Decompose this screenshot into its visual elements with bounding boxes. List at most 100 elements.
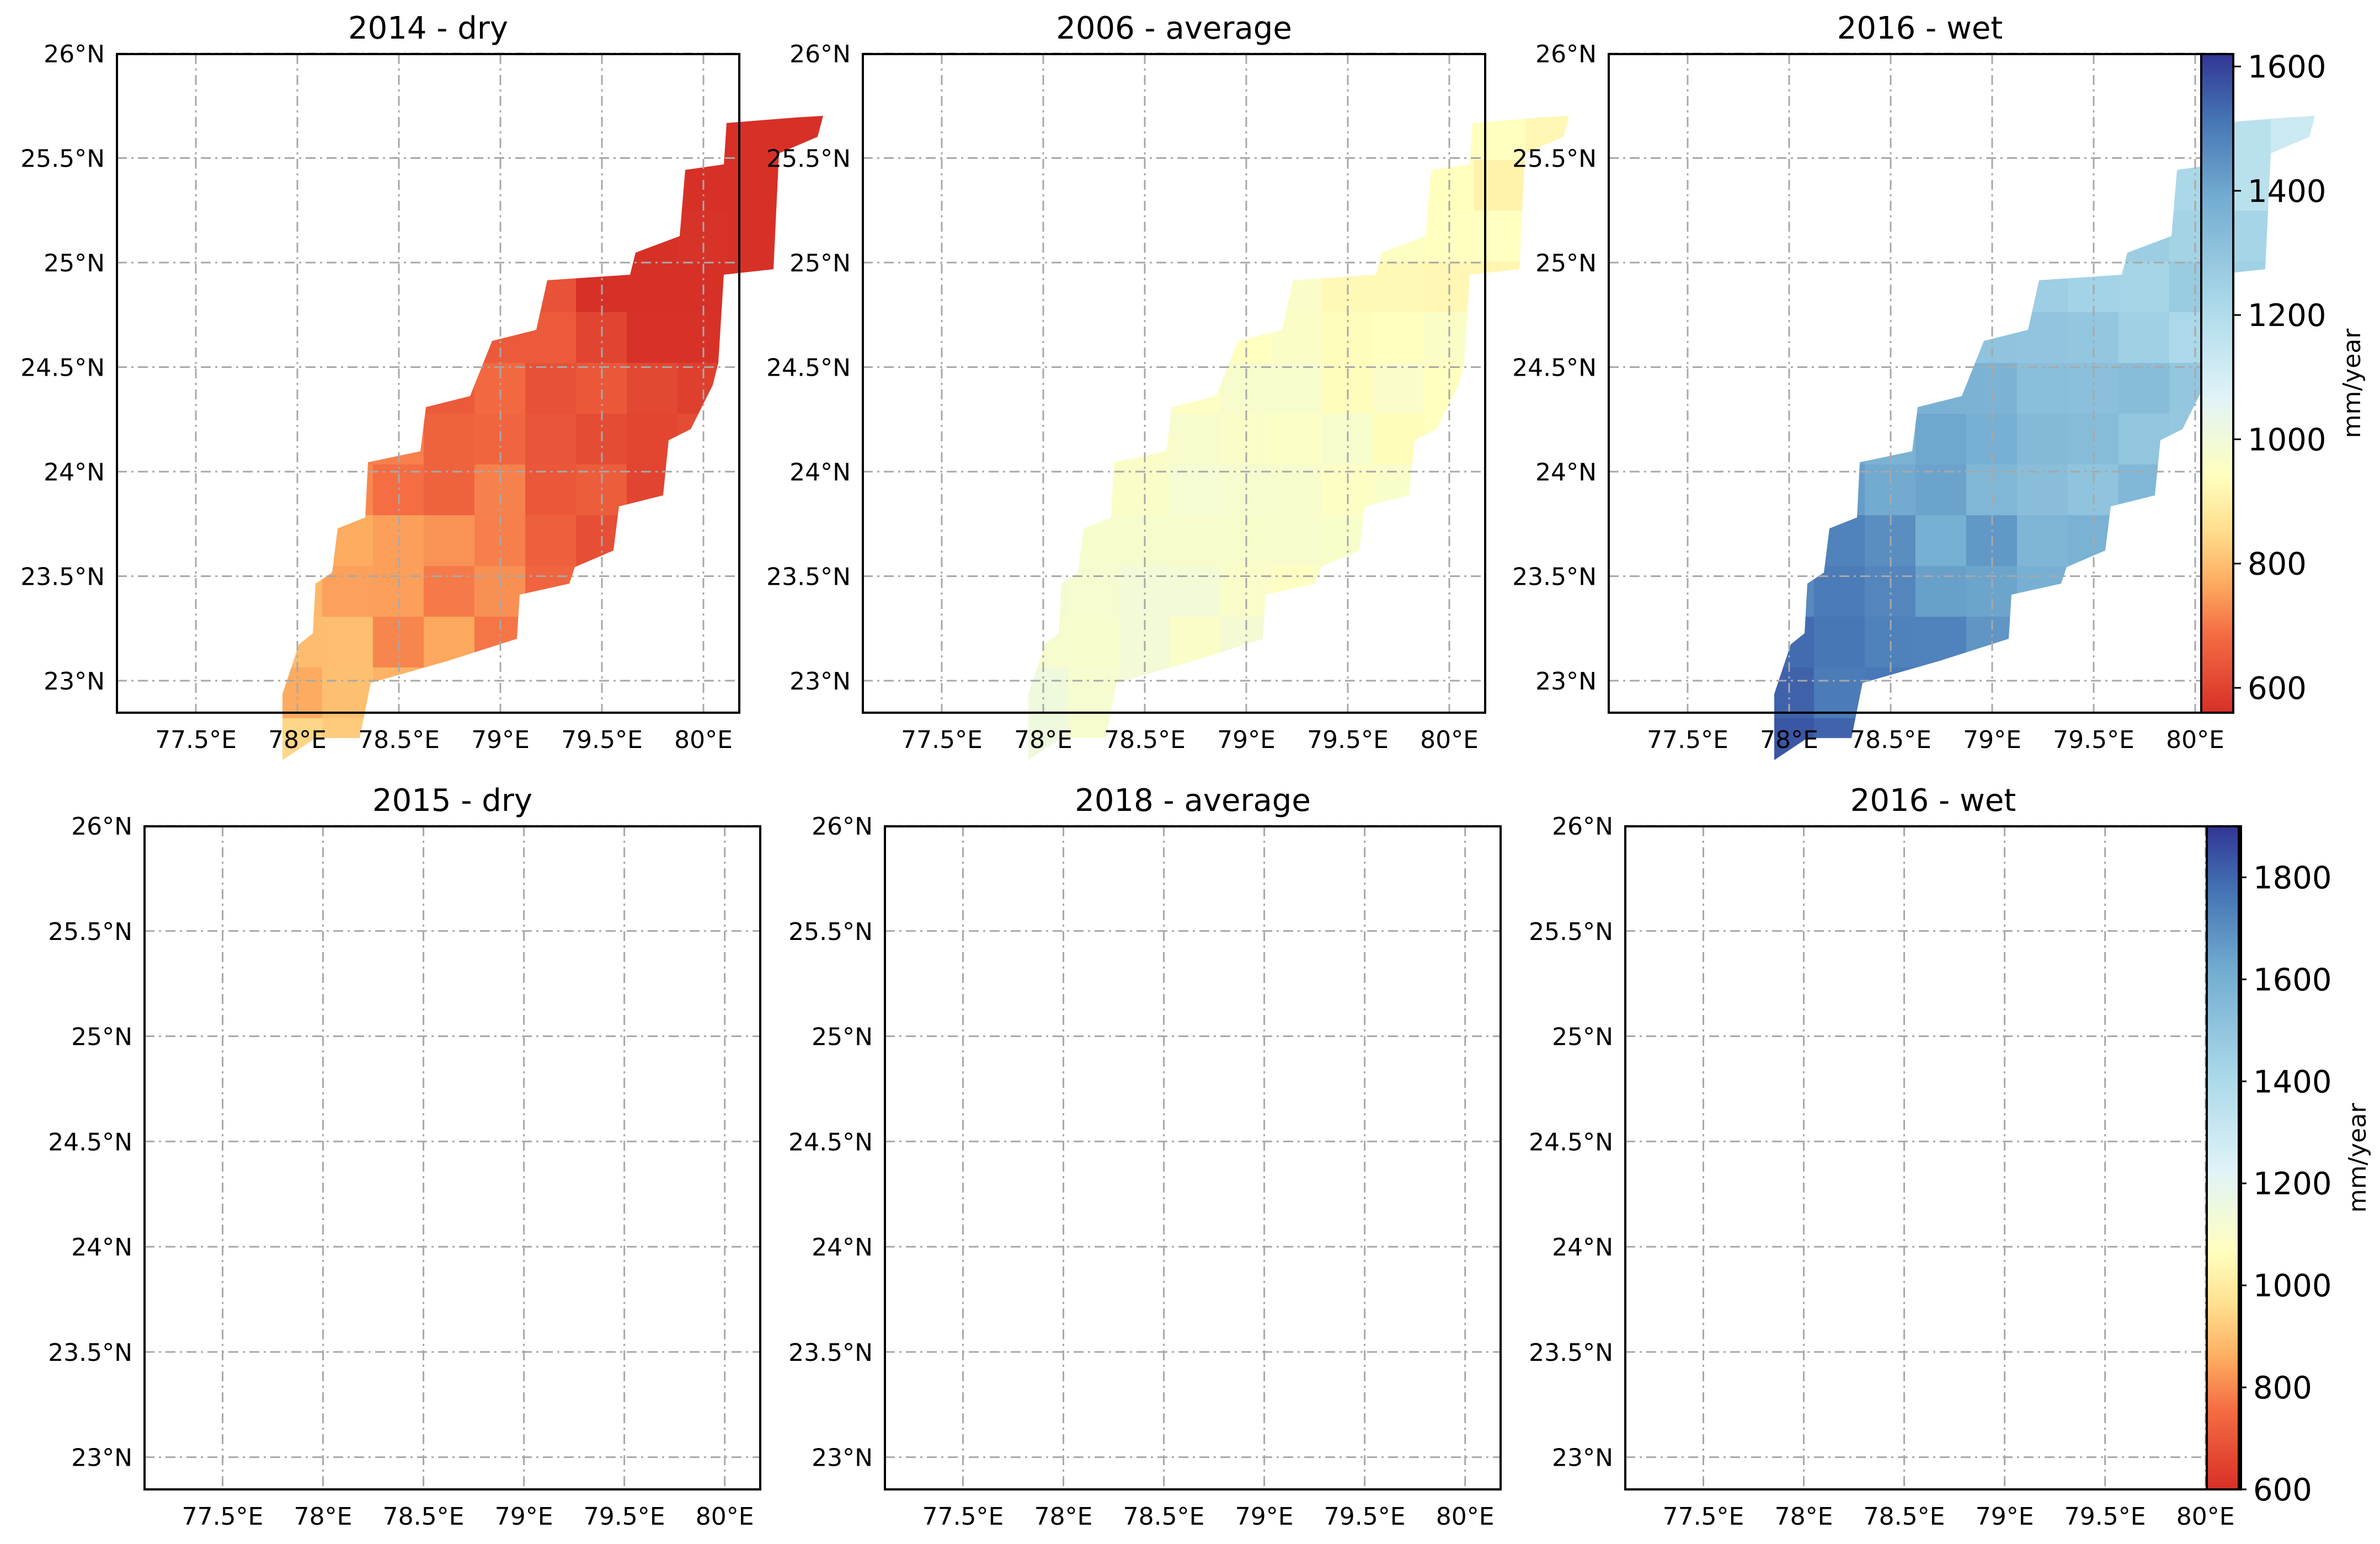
raster-cell <box>525 414 577 465</box>
raster-cell <box>1170 414 1221 465</box>
raster-cell <box>312 783 327 798</box>
raster-cell <box>695 754 709 769</box>
y-tick-label: 25°N <box>1535 249 1597 277</box>
raster-cell <box>823 595 837 610</box>
colorbar-unit-label: mm/year <box>2338 328 2366 439</box>
raster-cell <box>780 855 795 870</box>
raster-cell <box>553 798 568 813</box>
raster-cell <box>780 653 795 668</box>
raster-cell <box>425 1534 440 1544</box>
raster-cell <box>766 436 781 451</box>
raster-cell <box>851 1187 866 1202</box>
raster-cell <box>1865 464 1916 516</box>
raster-cell <box>766 1274 781 1289</box>
raster-cell <box>468 768 483 783</box>
raster-cell <box>1591 177 1606 191</box>
raster-cell <box>794 1476 809 1491</box>
raster-cell <box>652 1534 667 1544</box>
raster-cell <box>808 1303 823 1318</box>
raster-cell <box>837 104 852 119</box>
raster-cell <box>1271 414 1322 465</box>
raster-cell <box>638 798 653 813</box>
raster-cell <box>794 1187 809 1202</box>
raster-cell <box>728 769 780 820</box>
raster-cell <box>766 1158 781 1173</box>
raster-cell <box>794 826 809 841</box>
raster-cell <box>723 754 738 769</box>
raster-cell <box>808 985 823 1000</box>
raster-cell <box>766 870 781 885</box>
raster-cell <box>382 1534 397 1544</box>
raster-cell <box>794 523 809 538</box>
raster-cell <box>1549 177 1563 191</box>
raster-cell <box>627 312 678 364</box>
raster-cell <box>794 321 809 336</box>
raster-cell <box>823 841 837 856</box>
raster-cell <box>751 277 766 292</box>
raster-cell <box>468 1534 483 1544</box>
raster-cell <box>794 1433 809 1447</box>
raster-cell <box>737 798 752 813</box>
raster-cell <box>766 841 781 856</box>
raster-cell <box>837 335 852 350</box>
raster-cell <box>751 335 766 350</box>
raster-cell <box>595 768 610 783</box>
raster-cell <box>1591 206 1606 221</box>
raster-cell <box>553 783 568 798</box>
raster-cell <box>808 436 823 451</box>
raster-cell <box>823 104 837 119</box>
raster-cell <box>581 783 596 798</box>
raster-cell <box>751 610 766 624</box>
raster-cell <box>2068 769 2119 820</box>
raster-cell <box>780 1173 795 1188</box>
raster-cell <box>794 696 809 711</box>
raster-cell <box>851 1390 866 1404</box>
raster-cell <box>837 177 852 191</box>
raster-cell <box>837 1404 852 1419</box>
raster-cell <box>411 1534 426 1544</box>
raster-cell <box>751 466 766 480</box>
y-tick-label: 24.5°N <box>766 354 851 382</box>
raster-cell <box>808 509 823 523</box>
raster-cell <box>766 610 781 624</box>
raster-cell <box>766 1303 781 1318</box>
raster-cell <box>851 841 866 856</box>
raster-cell <box>794 1490 809 1505</box>
raster-cell <box>468 754 483 769</box>
raster-cell <box>525 754 540 769</box>
raster-cell <box>751 321 766 336</box>
raster-cell <box>823 1375 837 1390</box>
map-border <box>116 53 740 714</box>
raster-cell <box>2271 211 2315 262</box>
raster-cell <box>424 414 475 465</box>
raster-cell <box>525 515 577 567</box>
raster-cell <box>576 769 627 820</box>
raster-cell <box>2017 515 2068 567</box>
raster-cell <box>468 1519 483 1534</box>
raster-cell <box>837 1476 852 1491</box>
raster-cell <box>808 1216 823 1231</box>
raster-cell <box>340 1534 355 1544</box>
raster-cell <box>474 464 526 516</box>
raster-cell <box>780 1245 795 1260</box>
raster-cell <box>794 1390 809 1404</box>
map-title: 2014 - dry <box>348 10 508 46</box>
gridlines <box>117 52 739 713</box>
colorbar-tick-label: 800 <box>2248 547 2307 583</box>
raster-cell <box>837 1519 852 1534</box>
raster-cell <box>766 1028 781 1043</box>
raster-cell <box>766 783 781 798</box>
raster-cell <box>1549 191 1563 206</box>
raster-cell <box>851 725 866 740</box>
raster-cell <box>482 1534 497 1544</box>
x-tick-label: 79.5°E <box>561 726 643 754</box>
raster-cell <box>766 1390 781 1404</box>
raster-cell <box>794 971 809 986</box>
raster-cell <box>723 1534 738 1544</box>
raster-cell <box>837 1202 852 1217</box>
raster-cell <box>312 812 327 827</box>
raster-cell <box>766 1289 781 1303</box>
raster-cell <box>397 754 412 769</box>
raster-cell <box>354 783 369 798</box>
